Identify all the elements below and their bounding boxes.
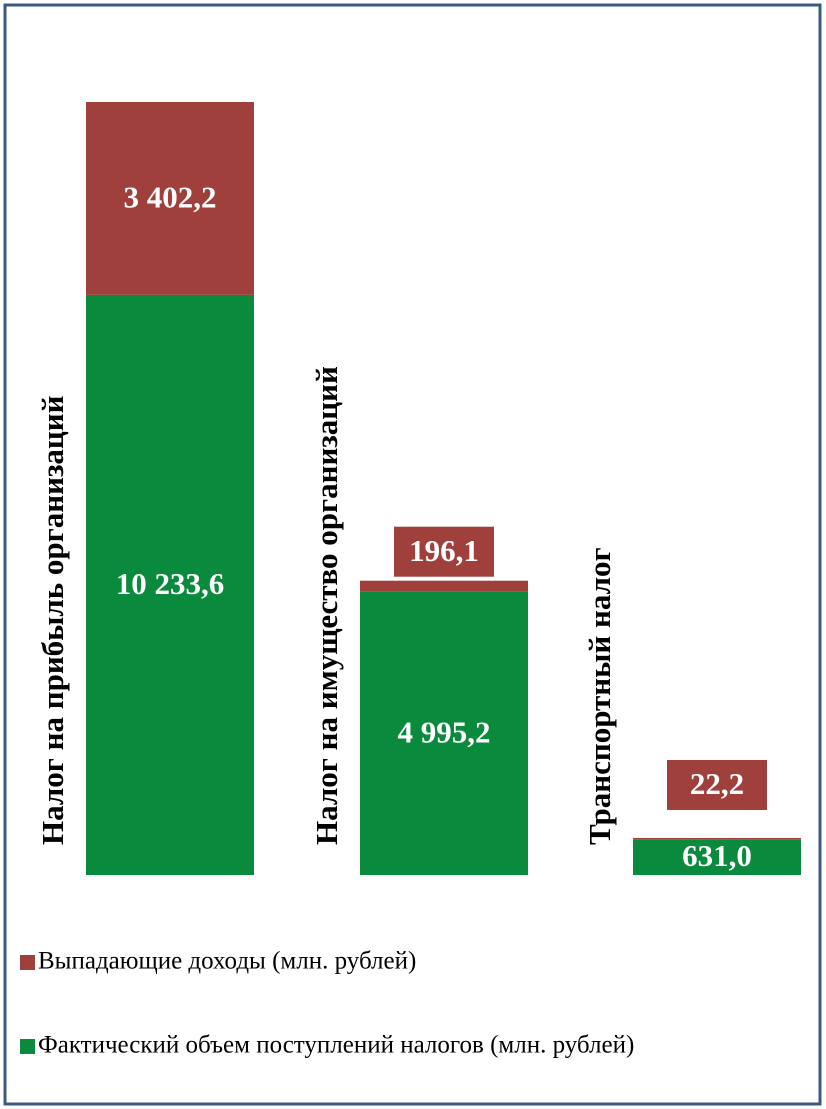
bar-segment xyxy=(360,591,528,875)
value-label: 22,2 xyxy=(690,766,744,801)
bar-segment xyxy=(86,294,254,876)
bar-segment xyxy=(633,837,801,840)
legend-label: Выпадающие доходы (млн. рублей) xyxy=(38,948,416,975)
value-label: 3 402,2 xyxy=(124,180,217,215)
legend-label: Фактический объем поступлений налогов (м… xyxy=(38,1032,634,1059)
bar-segment xyxy=(86,102,254,295)
category-label: Транспортный налог xyxy=(582,547,617,845)
bar-segment xyxy=(633,839,801,875)
bar-segment xyxy=(360,580,528,592)
label-box xyxy=(394,526,494,577)
value-label: 196,1 xyxy=(409,533,479,568)
legend-swatch xyxy=(20,955,35,970)
category-label: Налог на имущество организаций xyxy=(309,366,344,845)
legend-swatch xyxy=(20,1039,35,1054)
value-label: 10 233,6 xyxy=(116,566,225,601)
label-box xyxy=(667,759,767,810)
value-label: 4 995,2 xyxy=(398,715,491,750)
category-label: Налог на прибыль организаций xyxy=(35,395,70,845)
value-label: 631,0 xyxy=(682,838,752,873)
